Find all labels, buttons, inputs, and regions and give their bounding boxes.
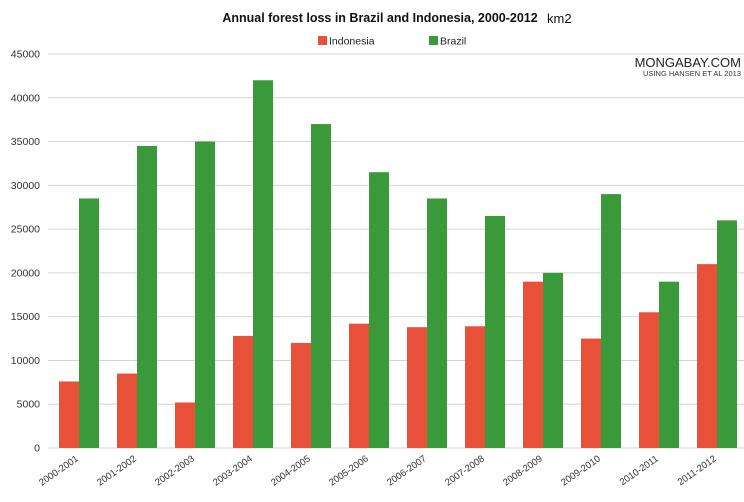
bar-brazil-2011-2012 bbox=[717, 220, 737, 448]
x-tick-label: 2004-2005 bbox=[269, 453, 313, 488]
y-tick-label: 5000 bbox=[17, 399, 41, 411]
bar-indonesia-2011-2012 bbox=[697, 264, 717, 448]
x-axis: 2000-2001 2001-2002 2002-2003 2003-2004 2004… bbox=[37, 453, 719, 488]
y-tick-label: 45000 bbox=[11, 49, 40, 61]
y-tick-label: 20000 bbox=[11, 267, 40, 279]
bar-brazil-2000-2001 bbox=[79, 198, 99, 448]
x-tick-label: 2003-2004 bbox=[211, 453, 255, 488]
y-tick-label: 40000 bbox=[11, 92, 40, 104]
x-tick-label: 2001-2002 bbox=[95, 453, 139, 488]
bar-indonesia-2008-2009 bbox=[523, 281, 543, 448]
x-tick-label: 2011-2012 bbox=[676, 453, 719, 488]
legend-swatch-brazil bbox=[429, 36, 438, 45]
x-tick-label: 2005-2006 bbox=[327, 453, 371, 488]
bar-indonesia-2006-2007 bbox=[407, 327, 427, 448]
chart-title: Annual forest loss in Brazil and Indones… bbox=[222, 11, 537, 25]
y-axis: 0 5000 10000 15000 20000 25000 30000 35000 40000… bbox=[11, 49, 40, 455]
bar-indonesia-2003-2004 bbox=[233, 335, 253, 448]
credit: MONGABAY.COM USING HANSEN ET AL 2013 bbox=[635, 55, 741, 78]
bar-brazil-2006-2007 bbox=[427, 198, 447, 448]
y-tick-label: 15000 bbox=[11, 311, 40, 323]
bar-indonesia-2004-2005 bbox=[291, 342, 311, 448]
bar-indonesia-2002-2003 bbox=[175, 402, 195, 448]
bar-indonesia-2005-2006 bbox=[349, 323, 369, 448]
x-tick-label: 2006-2007 bbox=[385, 453, 429, 488]
bar-brazil-2002-2003 bbox=[195, 141, 215, 449]
bar-brazil-2007-2008 bbox=[485, 215, 505, 448]
y-tick-label: 25000 bbox=[11, 224, 40, 236]
legend-label-brazil: Brazil bbox=[440, 36, 466, 48]
bar-indonesia-2009-2010 bbox=[581, 338, 601, 448]
bar-brazil-2009-2010 bbox=[601, 194, 621, 448]
x-tick-label: 2000-2001 bbox=[37, 453, 81, 488]
bar-brazil-2001-2002 bbox=[137, 145, 157, 448]
y-tick-label: 10000 bbox=[11, 355, 40, 367]
bar-brazil-2010-2011 bbox=[659, 281, 679, 448]
x-tick-label: 2007-2008 bbox=[443, 453, 487, 488]
bar-indonesia-2007-2008 bbox=[465, 326, 485, 448]
x-tick-label: 2002-2003 bbox=[153, 453, 197, 488]
bar-brazil-2005-2006 bbox=[369, 172, 389, 448]
legend: Indonesia Brazil bbox=[318, 36, 466, 48]
bar-indonesia-2001-2002 bbox=[117, 373, 137, 448]
credit-line-2: USING HANSEN ET AL 2013 bbox=[643, 69, 741, 78]
y-tick-label: 0 bbox=[34, 443, 40, 455]
bar-brazil-2004-2005 bbox=[311, 124, 331, 449]
credit-line-1: MONGABAY.COM bbox=[635, 55, 741, 70]
chart-unit-label: km2 bbox=[547, 11, 572, 26]
bar-brazil-2003-2004 bbox=[253, 80, 273, 449]
x-tick-label: 2008-2009 bbox=[501, 453, 545, 488]
x-tick-label: 2010-2011 bbox=[618, 453, 661, 488]
y-tick-label: 35000 bbox=[11, 136, 40, 148]
bars bbox=[59, 80, 737, 449]
bar-brazil-2008-2009 bbox=[543, 272, 563, 448]
x-tick-label: 2009-2010 bbox=[559, 453, 603, 488]
bar-indonesia-2010-2011 bbox=[639, 312, 659, 448]
legend-label-indonesia: Indonesia bbox=[329, 36, 375, 48]
legend-swatch-indonesia bbox=[318, 36, 327, 45]
gridlines bbox=[48, 53, 744, 449]
bar-indonesia-2000-2001 bbox=[59, 381, 79, 448]
y-tick-label: 30000 bbox=[11, 180, 40, 192]
